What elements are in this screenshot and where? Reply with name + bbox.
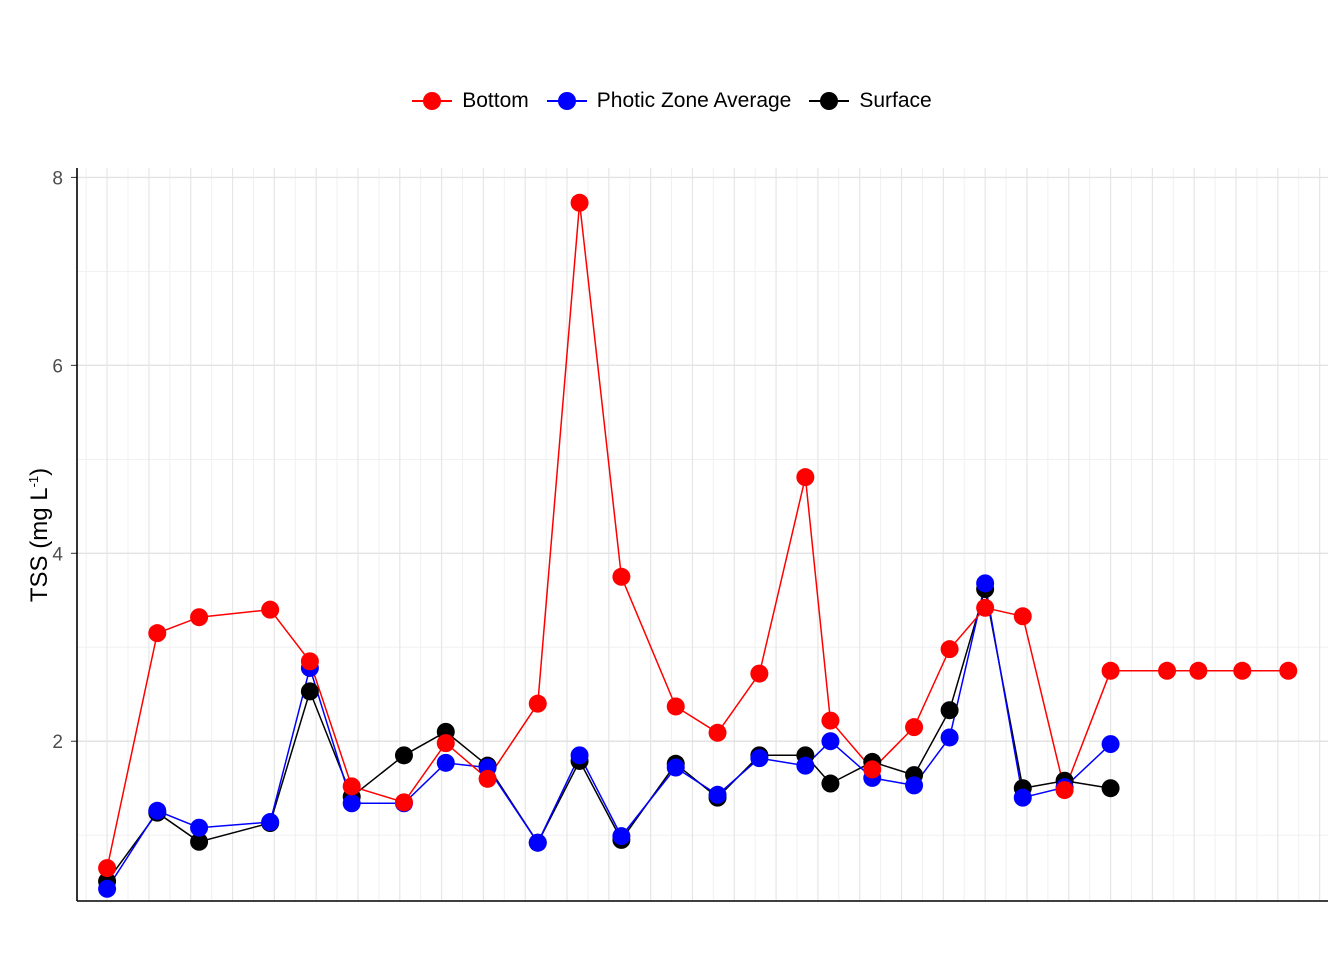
data-point-bottom	[1189, 661, 1208, 680]
legend: Bottom Photic Zone Average Surface	[0, 84, 1344, 118]
data-point-bottom	[708, 723, 727, 742]
y-tick-label: 8	[52, 168, 63, 189]
legend-label-photic-zone-average: Photic Zone Average	[596, 89, 792, 112]
y-tick-label: 6	[52, 356, 63, 377]
data-point-surface	[821, 774, 840, 793]
data-point-photic-zone-average	[528, 833, 547, 852]
data-point-bottom	[300, 652, 319, 671]
legend-item-bottom: Bottom	[412, 89, 529, 113]
data-point-photic-zone-average	[1013, 788, 1032, 807]
data-point-bottom	[905, 718, 924, 737]
legend-key-bottom	[412, 92, 453, 110]
legend-label-surface: Surface	[859, 89, 932, 112]
data-point-bottom	[342, 777, 361, 796]
data-point-bottom	[528, 694, 547, 713]
legend-item-surface: Surface	[809, 89, 932, 113]
data-point-photic-zone-average	[436, 753, 455, 772]
legend-label-bottom: Bottom	[462, 89, 529, 112]
data-point-bottom	[148, 624, 167, 643]
y-tick-label: 2	[52, 732, 63, 753]
data-point-photic-zone-average	[612, 827, 631, 846]
series-line-bottom	[106, 202, 1289, 869]
data-point-bottom	[1158, 661, 1177, 680]
data-point-photic-zone-average	[750, 749, 769, 768]
legend-key-photic-zone-average	[546, 92, 587, 110]
data-point-photic-zone-average	[148, 801, 167, 820]
data-point-surface	[940, 701, 959, 720]
data-point-bottom	[1233, 661, 1252, 680]
legend-item-photic-zone-average: Photic Zone Average	[546, 89, 792, 113]
data-point-photic-zone-average	[940, 728, 959, 747]
data-point-surface	[394, 746, 413, 765]
data-point-photic-zone-average	[570, 746, 589, 765]
data-point-surface	[190, 832, 209, 851]
data-point-photic-zone-average	[666, 758, 685, 777]
data-point-bottom	[863, 760, 882, 779]
legend-key-surface	[809, 92, 850, 110]
data-point-bottom	[940, 640, 959, 659]
data-point-bottom	[570, 193, 589, 212]
data-point-photic-zone-average	[976, 574, 995, 593]
data-point-bottom	[612, 567, 631, 586]
data-point-bottom	[666, 697, 685, 716]
data-point-photic-zone-average	[342, 794, 361, 813]
data-point-bottom	[796, 468, 815, 487]
data-point-bottom	[750, 664, 769, 683]
data-point-photic-zone-average	[261, 813, 280, 832]
data-point-bottom	[98, 859, 117, 878]
data-point-photic-zone-average	[1101, 735, 1120, 754]
data-point-photic-zone-average	[796, 756, 815, 775]
data-point-surface	[1101, 779, 1120, 798]
data-point-photic-zone-average	[190, 818, 209, 837]
data-point-bottom	[394, 793, 413, 812]
data-point-bottom	[261, 600, 280, 619]
data-point-bottom	[1279, 661, 1298, 680]
data-point-photic-zone-average	[905, 776, 924, 795]
data-point-bottom	[821, 711, 840, 730]
data-point-surface	[300, 682, 319, 701]
data-point-bottom	[1013, 607, 1032, 626]
data-point-bottom	[436, 734, 455, 753]
data-point-bottom	[478, 769, 497, 788]
data-point-photic-zone-average	[98, 879, 117, 898]
data-point-photic-zone-average	[708, 785, 727, 804]
data-point-photic-zone-average	[821, 732, 840, 751]
y-tick-label: 4	[52, 544, 63, 565]
data-point-bottom	[976, 598, 995, 617]
data-point-bottom	[1101, 661, 1120, 680]
data-point-bottom	[1055, 781, 1074, 800]
data-point-bottom	[190, 608, 209, 627]
